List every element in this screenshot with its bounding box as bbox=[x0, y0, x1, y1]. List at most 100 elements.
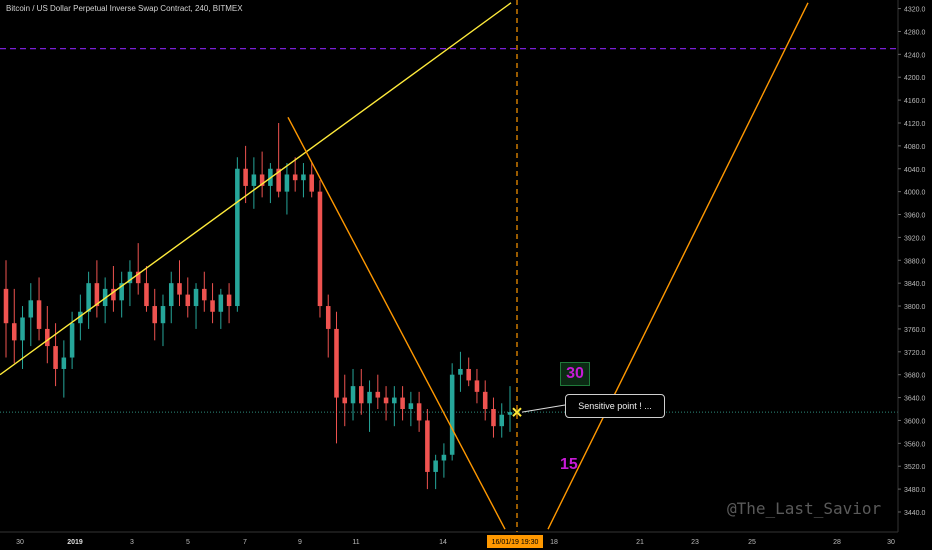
candle-body bbox=[309, 174, 314, 192]
x-tick-label: 25 bbox=[748, 539, 756, 546]
candle-body bbox=[458, 368, 463, 375]
candle-body bbox=[400, 397, 405, 410]
candle-body bbox=[482, 391, 488, 410]
x-tick-label: 18 bbox=[550, 539, 558, 546]
y-tick-label: 3640.0 bbox=[904, 396, 926, 403]
y-tick-label: 4280.0 bbox=[904, 29, 926, 36]
candle-body bbox=[325, 306, 331, 329]
sensitive-point-marker bbox=[512, 407, 522, 417]
candle-body bbox=[210, 300, 215, 312]
candle-body bbox=[94, 283, 100, 307]
annotation-30[interactable]: 30 bbox=[560, 362, 590, 386]
candle-body bbox=[218, 294, 224, 312]
y-tick-label: 4320.0 bbox=[904, 7, 926, 14]
candle-body bbox=[466, 368, 471, 381]
candle-body bbox=[11, 323, 17, 341]
x-tick-label: 3 bbox=[130, 539, 134, 546]
candle-body bbox=[177, 283, 182, 295]
callout-sensitive-point[interactable]: Sensitive point ! ... bbox=[565, 394, 665, 418]
candle-body bbox=[375, 391, 381, 398]
candle-body bbox=[144, 283, 149, 307]
price-axis bbox=[898, 0, 932, 550]
annotation-15[interactable]: 15 bbox=[560, 456, 578, 473]
candle-body bbox=[317, 191, 323, 307]
y-tick-label: 3920.0 bbox=[904, 235, 926, 242]
x-tick-label: 2019 bbox=[67, 539, 83, 546]
x-tick-label: 14 bbox=[439, 539, 447, 546]
y-tick-label: 3480.0 bbox=[904, 487, 926, 494]
candle-body bbox=[78, 311, 83, 324]
candle-body bbox=[3, 288, 9, 324]
candle-body bbox=[28, 300, 34, 318]
candle-body bbox=[491, 409, 496, 427]
candle-body bbox=[408, 403, 414, 410]
y-tick-label: 4240.0 bbox=[904, 52, 926, 59]
candle-body bbox=[276, 168, 281, 192]
candle-body bbox=[284, 174, 290, 192]
y-tick-label: 4000.0 bbox=[904, 190, 926, 197]
candle-body bbox=[36, 300, 42, 329]
candle-body bbox=[367, 391, 372, 404]
trendline-orange bbox=[287, 116, 506, 530]
candle-body bbox=[499, 414, 505, 427]
x-tick-label: 21 bbox=[636, 539, 644, 546]
candle-body bbox=[416, 403, 422, 421]
y-tick-label: 3960.0 bbox=[904, 213, 926, 220]
candle-body bbox=[160, 306, 166, 324]
candle-body bbox=[441, 454, 447, 461]
y-tick-label: 3600.0 bbox=[904, 418, 926, 425]
watermark: @The_Last_Savior bbox=[727, 499, 882, 518]
y-tick-label: 3440.0 bbox=[904, 510, 926, 517]
x-tick-label: 30 bbox=[887, 539, 895, 546]
candle-body bbox=[202, 288, 207, 301]
candle-body bbox=[20, 317, 25, 341]
candle-body bbox=[507, 412, 513, 415]
candle-body bbox=[292, 174, 298, 181]
y-tick-label: 4040.0 bbox=[904, 167, 926, 174]
x-tick-label: 30 bbox=[16, 539, 24, 546]
candle-body bbox=[449, 374, 455, 455]
chart-title: Bitcoin / US Dollar Perpetual Inverse Sw… bbox=[6, 4, 243, 13]
candle-body bbox=[342, 397, 348, 404]
candle-body bbox=[127, 271, 133, 284]
crosshair-date-badge bbox=[487, 535, 543, 548]
y-tick-label: 3880.0 bbox=[904, 258, 926, 265]
candle-body bbox=[61, 357, 67, 369]
candle-body bbox=[350, 386, 356, 404]
candle-body bbox=[111, 288, 116, 301]
crosshair-date-label: 16/01/19 19:30 bbox=[492, 539, 539, 546]
candle-body bbox=[334, 328, 339, 398]
candle-body bbox=[301, 174, 306, 181]
candle-body bbox=[86, 283, 91, 312]
x-tick-label: 23 bbox=[691, 539, 699, 546]
candle-body bbox=[53, 346, 58, 369]
candle-body bbox=[235, 168, 240, 307]
y-tick-label: 3800.0 bbox=[904, 304, 926, 311]
x-tick-label: 11 bbox=[352, 539, 359, 546]
x-tick-label: 9 bbox=[298, 539, 302, 546]
candle-body bbox=[383, 397, 389, 404]
x-tick-label: 28 bbox=[833, 539, 841, 546]
candle-body bbox=[474, 380, 480, 392]
y-tick-label: 3680.0 bbox=[904, 373, 926, 380]
candle-body bbox=[243, 168, 248, 186]
y-tick-label: 4160.0 bbox=[904, 98, 926, 105]
candle-body bbox=[152, 306, 157, 324]
x-tick-label: 7 bbox=[243, 539, 247, 546]
y-tick-label: 4080.0 bbox=[904, 144, 926, 151]
candle-body bbox=[259, 174, 265, 186]
x-tick-label: 5 bbox=[186, 539, 190, 546]
candle-body bbox=[425, 420, 430, 472]
candle-body bbox=[359, 386, 364, 404]
y-tick-label: 3560.0 bbox=[904, 441, 926, 448]
trendline-orange bbox=[547, 2, 809, 530]
callout-pointer bbox=[521, 404, 566, 413]
y-tick-label: 3760.0 bbox=[904, 327, 926, 334]
candle-body bbox=[45, 328, 50, 347]
y-tick-label: 3720.0 bbox=[904, 350, 926, 357]
candle-body bbox=[392, 397, 397, 404]
candle-body bbox=[168, 283, 174, 307]
trendline-yellow bbox=[0, 2, 512, 376]
candle-body bbox=[135, 271, 141, 284]
